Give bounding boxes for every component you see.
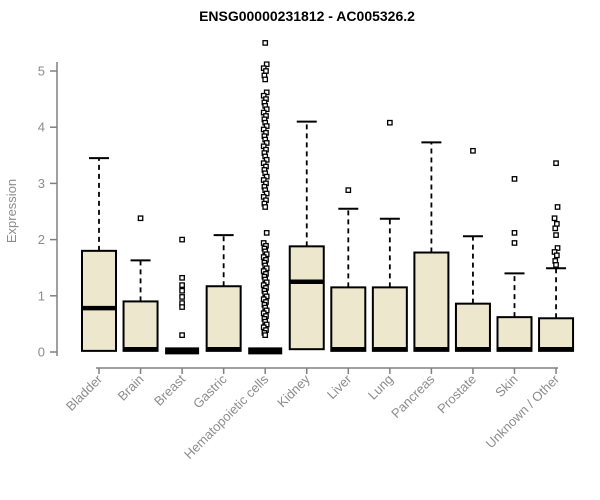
box-pancreas	[413, 251, 450, 352]
outlier-unknown-other	[554, 221, 560, 227]
outlier-unknown-other	[551, 215, 558, 222]
box-skin	[496, 316, 533, 352]
box-unknown-other	[538, 317, 575, 352]
box-breast	[165, 347, 200, 355]
outlier-hematopoietic-cells	[263, 173, 270, 180]
outlier-breast	[179, 304, 185, 310]
outlier-hematopoietic-cells	[263, 68, 269, 74]
outlier-hematopoietic-cells	[263, 190, 270, 197]
chart-title: ENSG00000231812 - AC005326.2	[199, 8, 415, 24]
outlier-skin	[511, 176, 518, 182]
outlier-prostate	[470, 147, 476, 154]
x-tick-label-lung: Lung	[365, 372, 396, 403]
box-hematopoietic-cells	[248, 347, 283, 355]
outlier-hematopoietic-cells	[262, 40, 269, 46]
x-tick-label-brain: Brain	[115, 372, 147, 404]
outlier-breast	[179, 274, 185, 281]
outlier-hematopoietic-cells	[262, 204, 269, 210]
outlier-hematopoietic-cells	[263, 61, 270, 68]
box-brain	[122, 300, 159, 352]
y-tick-label: 2	[38, 232, 45, 247]
outlier-unknown-other	[554, 245, 561, 251]
outlier-hematopoietic-cells	[263, 156, 270, 163]
y-tick-label: 4	[38, 120, 45, 135]
x-tick-label-liver: Liver	[324, 371, 355, 402]
outlier-hematopoietic-cells	[263, 123, 270, 129]
outlier-liver	[345, 187, 352, 193]
y-axis-label: Expression	[4, 179, 19, 243]
box-prostate	[454, 302, 491, 352]
x-tick-label-gastric: Gastric	[190, 371, 230, 411]
x-tick-label-kidney: Kidney	[274, 371, 313, 410]
outlier-skin	[511, 230, 518, 236]
outlier-unknown-other	[553, 160, 559, 167]
outlier-unknown-other	[552, 225, 559, 232]
outlier-breast	[179, 294, 185, 300]
outlier-breast	[179, 282, 185, 288]
x-tick-label-skin: Skin	[492, 372, 520, 400]
x-tick-label-prostate: Prostate	[434, 372, 479, 417]
outlier-skin	[511, 240, 518, 246]
outlier-lung	[386, 119, 393, 126]
outlier-hematopoietic-cells	[262, 332, 269, 338]
outlier-brain	[137, 215, 144, 222]
outlier-breast	[179, 332, 185, 338]
box-gastric	[205, 285, 242, 352]
outlier-hematopoietic-cells	[263, 89, 270, 96]
box-liver	[330, 286, 367, 352]
y-tick-label: 5	[38, 64, 45, 79]
box-lung	[371, 286, 408, 352]
x-tick-label-unknown-other: Unknown / Other	[483, 371, 563, 451]
x-tick-label-breast: Breast	[151, 371, 188, 408]
outlier-unknown-other	[553, 232, 559, 238]
x-tick-label-pancreas: Pancreas	[388, 371, 438, 421]
y-tick-label: 3	[38, 176, 45, 191]
outlier-unknown-other	[553, 262, 559, 268]
outlier-hematopoietic-cells	[262, 76, 269, 83]
outlier-hematopoietic-cells	[263, 230, 270, 236]
x-tick-label-bladder: Bladder	[63, 371, 106, 414]
y-tick-label: 0	[38, 345, 45, 360]
y-tick-label: 1	[38, 288, 45, 303]
outlier-unknown-other	[554, 252, 560, 259]
outlier-unknown-other	[554, 204, 561, 210]
outlier-hematopoietic-cells	[263, 140, 270, 146]
box-bladder	[81, 249, 117, 352]
outlier-breast	[179, 287, 185, 294]
outlier-hematopoietic-cells	[263, 106, 270, 113]
box-kidney	[288, 245, 325, 351]
outlier-breast	[179, 236, 185, 243]
